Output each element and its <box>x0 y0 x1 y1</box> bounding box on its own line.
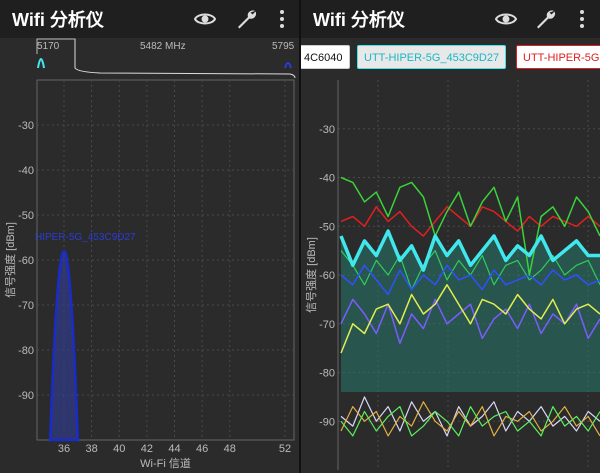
y-tick-label: -40 <box>18 165 34 177</box>
y-tick-label: -30 <box>18 120 34 132</box>
y-tick-label: -30 <box>319 124 335 136</box>
series-line-cluster-b <box>340 401 600 437</box>
x-tick-label: 48 <box>224 443 236 455</box>
x-tick-label: 38 <box>86 443 98 455</box>
y-tick-label: -50 <box>319 221 335 233</box>
series-line-green-1 <box>340 176 600 276</box>
band-overview[interactable] <box>0 38 299 78</box>
y-tick-label: -70 <box>18 300 34 312</box>
y-tick-label: -80 <box>18 345 34 357</box>
network-chip-4c6040[interactable]: 4C6040 <box>301 45 350 69</box>
y-tick-label: -90 <box>319 416 335 428</box>
y-axis-label: 信号强度 [dBm] <box>304 237 318 313</box>
y-tick-label: -90 <box>18 390 34 402</box>
series-line-yellow <box>340 284 600 354</box>
y-tick-label: -40 <box>319 173 335 185</box>
wrench-icon[interactable] <box>534 7 558 31</box>
series-line-blue <box>340 264 600 296</box>
x-tick-label: 36 <box>58 443 70 455</box>
band-end-label: 5795 <box>272 41 295 52</box>
y-axis-label: 信号强度 [dBm] <box>3 222 17 298</box>
app-bar: Wifi 分析仪 <box>301 0 600 38</box>
network-label: HIPER-5G_453C9D27 <box>35 232 136 243</box>
x-tick-label: 52 <box>279 443 291 455</box>
band-mini-peak-blue <box>284 62 292 69</box>
network-chip-red[interactable]: UTT-HIPER-5G <box>516 45 600 69</box>
signal-time-chart[interactable]: -30 -40 -50 -60 -70 -80 -90 信号强度 [dBm] <box>301 78 600 473</box>
x-tick-label: 42 <box>141 443 153 455</box>
time-graph-panel: Wifi 分析仪 4C6040 UTT-HIPER-5G_453C9D27 UT… <box>301 0 600 473</box>
eye-icon[interactable] <box>193 7 217 31</box>
more-vert-icon[interactable] <box>570 7 594 31</box>
x-axis-label: Wi-Fi 信道 <box>140 456 191 470</box>
wrench-icon[interactable] <box>235 7 259 31</box>
y-tick-label: -50 <box>18 210 34 222</box>
eye-icon[interactable] <box>494 7 518 31</box>
series-line-cluster-a <box>340 396 600 437</box>
y-tick-label: -80 <box>319 368 335 380</box>
x-tick-label: 46 <box>196 443 208 455</box>
series-line-cluster-c <box>340 406 600 437</box>
channel-graph-panel: Wifi 分析仪 5170 5482 MHz 5795 -30 -40 -50 -60… <box>0 0 299 473</box>
band-start-label: 5170 <box>37 41 60 52</box>
network-chip-cyan[interactable]: UTT-HIPER-5G_453C9D27 <box>357 45 507 69</box>
network-curve-hiper-5g <box>48 250 80 442</box>
channel-chart[interactable]: -30 -40 -50 -60 -70 -80 -90 36 38 40 42 44 46 48 52 信号强… <box>0 78 299 473</box>
frequency-band-bar[interactable]: 5170 5482 MHz 5795 <box>0 38 299 78</box>
y-tick-label: -60 <box>319 270 335 282</box>
band-mini-peak-cyan <box>37 58 45 69</box>
series-line-violet <box>340 298 600 345</box>
app-bar: Wifi 分析仪 <box>0 0 299 38</box>
panel-divider <box>299 0 301 473</box>
band-center-label: 5482 MHz <box>140 41 186 52</box>
app-title: Wifi 分析仪 <box>12 10 104 30</box>
series-line-cyan <box>339 229 600 272</box>
x-tick-label: 40 <box>113 443 125 455</box>
y-tick-label: -70 <box>319 319 335 331</box>
y-tick-label: -60 <box>18 255 34 267</box>
app-title: Wifi 分析仪 <box>313 10 405 30</box>
x-tick-label: 44 <box>168 443 180 455</box>
more-vert-icon[interactable] <box>270 7 294 31</box>
